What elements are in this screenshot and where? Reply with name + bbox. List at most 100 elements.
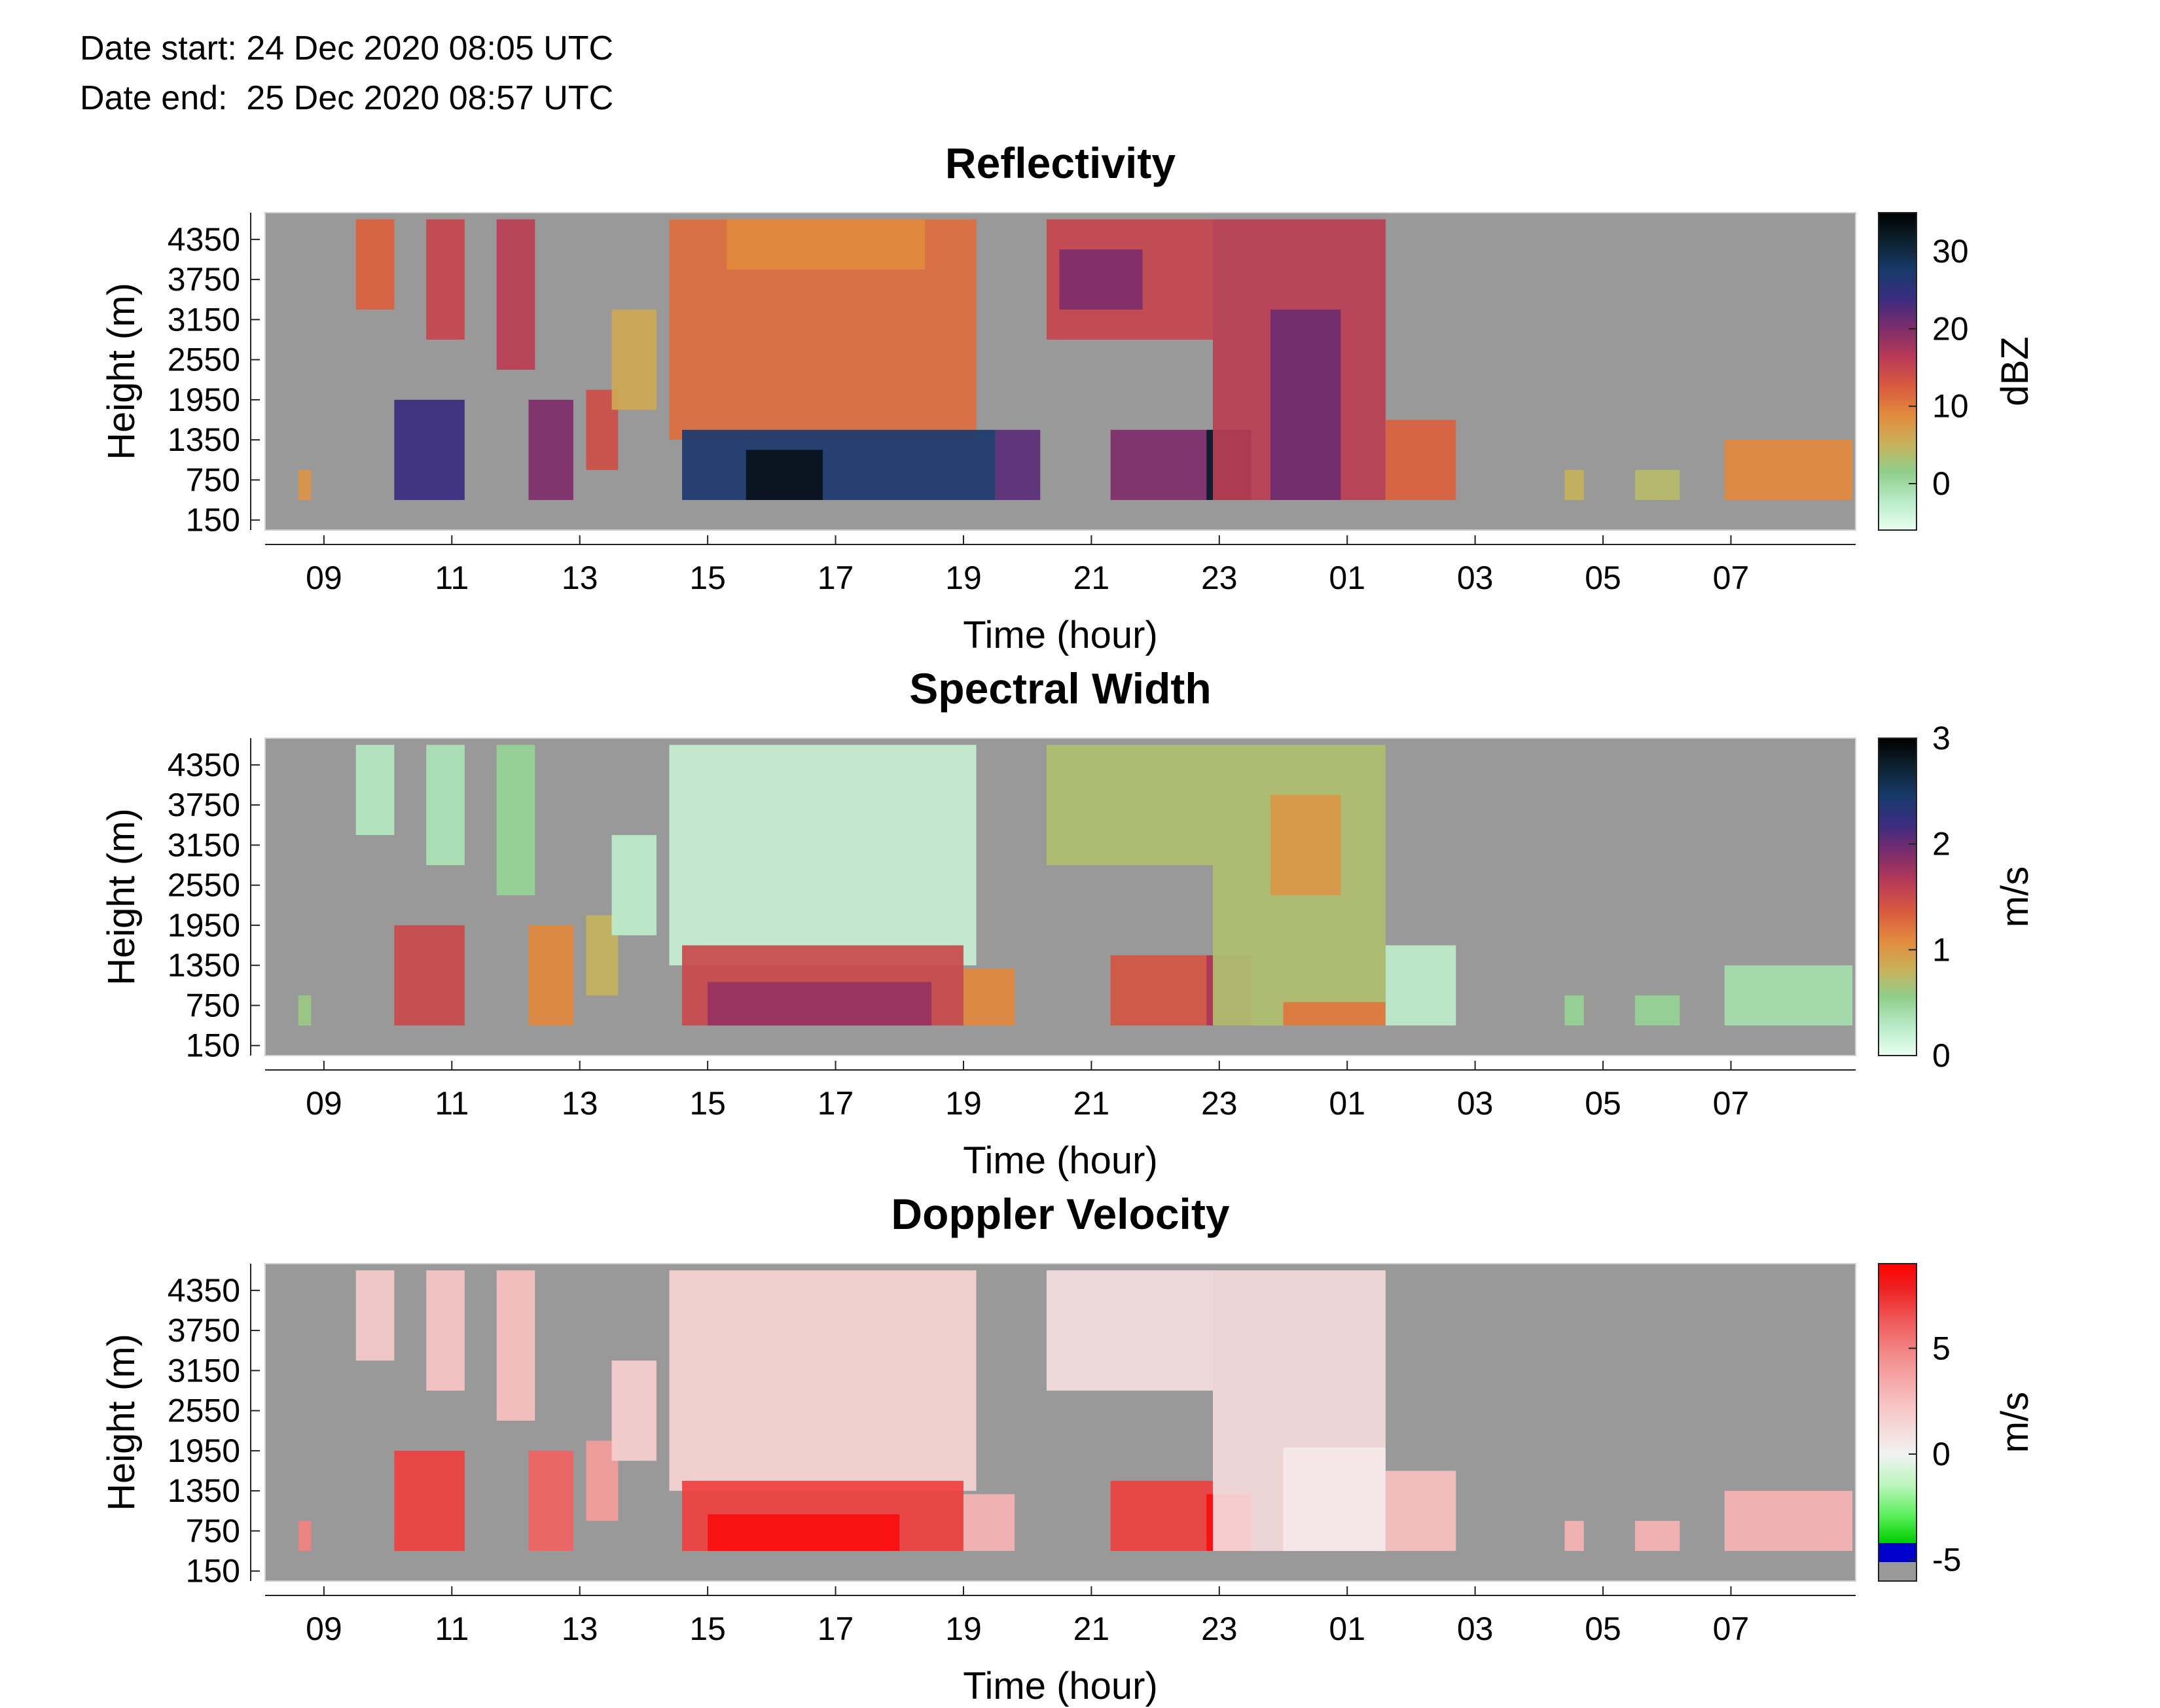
echo-cell [1724, 1491, 1853, 1552]
x-axis-label: Time (hour) [963, 614, 1158, 656]
colorbar-tick-label: 0 [1932, 1037, 1951, 1074]
y-tick-label: 150 [186, 1553, 240, 1590]
x-tick-label: 03 [1457, 560, 1494, 596]
echo-cell [426, 219, 465, 340]
echo-cell [727, 219, 926, 270]
y-tick-label: 2550 [168, 1393, 240, 1429]
y-axis-label: Height (m) [100, 1334, 143, 1511]
colorbar-tick-label: 2 [1932, 826, 1951, 863]
echo-cell [963, 969, 1015, 1026]
colorbar-tick-label: 0 [1932, 465, 1951, 502]
y-tick-label: 1950 [168, 1432, 240, 1469]
echo-cell [298, 995, 312, 1026]
echo-cell [995, 429, 1041, 501]
echo-cell [1724, 440, 1853, 501]
x-tick-label: 17 [818, 1085, 854, 1122]
x-tick-label: 03 [1457, 1085, 1494, 1122]
date-header: Date start: 24 Dec 2020 08:05 UTC Date e… [80, 24, 613, 123]
panel-title: Reflectivity [945, 139, 1176, 187]
x-tick-label: 01 [1329, 560, 1365, 596]
echo-cell [1110, 955, 1214, 1026]
date-start: Date start: 24 Dec 2020 08:05 UTC [80, 29, 614, 67]
plot-frame [264, 1263, 1856, 1582]
x-tick-label: 09 [306, 1610, 342, 1647]
x-tick-label: 17 [818, 1610, 854, 1647]
y-tick-label: 750 [186, 1512, 240, 1549]
y-tick-label: 150 [186, 1027, 240, 1064]
plot-frame [264, 212, 1856, 531]
echo-cell [394, 925, 465, 1026]
x-tick-label: 21 [1073, 1610, 1110, 1647]
echo-cell [355, 745, 395, 836]
y-tick-label: 3150 [168, 827, 240, 863]
x-tick-label: 13 [562, 1610, 598, 1647]
colorbar-tick-label: -5 [1932, 1542, 1961, 1578]
x-tick-label: 13 [562, 560, 598, 596]
echo-cell [1634, 1521, 1680, 1552]
echo-cell [682, 429, 996, 501]
echo-cell [496, 745, 535, 895]
x-tick-label: 15 [689, 1085, 726, 1122]
panel-title: Spectral Width [909, 664, 1211, 713]
echo-cell [1270, 794, 1341, 895]
y-tick-label: 4350 [168, 221, 240, 258]
echo-cell [708, 982, 932, 1026]
echo-cell [394, 1450, 465, 1552]
echo-cell [528, 925, 573, 1026]
echo-cell [1564, 995, 1584, 1026]
x-tick-label: 23 [1201, 560, 1238, 596]
x-tick-label: 23 [1201, 1610, 1238, 1647]
colorbar-tick-label: 5 [1932, 1330, 1951, 1366]
colorbar-tick-label: 1 [1932, 931, 1951, 968]
y-tick-label: 4350 [168, 1272, 240, 1309]
echo-cell [426, 1270, 465, 1391]
echo-cell [611, 835, 657, 936]
colorbar [1878, 212, 1917, 531]
x-tick-label: 17 [818, 560, 854, 596]
x-tick-label: 21 [1073, 560, 1110, 596]
echo-cell [298, 1521, 312, 1552]
echo-cell [1634, 995, 1680, 1026]
echo-cell [669, 745, 977, 966]
y-tick-label: 2550 [168, 342, 240, 378]
x-tick-label: 07 [1713, 1610, 1750, 1647]
y-tick-label: 3150 [168, 301, 240, 338]
echo-cell [1385, 1470, 1456, 1552]
x-tick-label: 03 [1457, 1610, 1494, 1647]
x-tick-label: 23 [1201, 1085, 1238, 1122]
x-axis-label: Time (hour) [963, 1665, 1158, 1707]
y-tick-label: 1350 [168, 1472, 240, 1509]
echo-cell [963, 1494, 1015, 1552]
x-tick-label: 05 [1585, 1085, 1621, 1122]
echo-cell [1046, 745, 1214, 865]
echo-cell [528, 399, 573, 501]
echo-cell [1724, 965, 1853, 1026]
colorbar-label: dBZ [1994, 336, 2036, 406]
colorbar-tick-label: 10 [1932, 388, 1969, 425]
echo-cell [1059, 249, 1143, 310]
echo-cell [669, 1270, 977, 1491]
colorbar-tick-label: 30 [1932, 233, 1969, 270]
x-tick-label: 11 [435, 560, 469, 596]
echo-cell [1270, 310, 1341, 501]
x-axis-label: Time (hour) [963, 1139, 1158, 1182]
echo-cell [1634, 470, 1680, 501]
echo-cell [1385, 945, 1456, 1026]
x-tick-label: 19 [945, 560, 982, 596]
x-tick-label: 13 [562, 1085, 598, 1122]
x-tick-label: 11 [435, 1610, 469, 1647]
y-tick-label: 1950 [168, 382, 240, 418]
x-tick-label: 11 [435, 1085, 469, 1122]
y-tick-label: 3750 [168, 787, 240, 823]
x-tick-label: 09 [306, 560, 342, 596]
echo-cell [1385, 419, 1456, 501]
echo-cell [394, 399, 465, 501]
colorbar [1878, 738, 1917, 1056]
echo-cell [528, 1450, 573, 1552]
echo-cell [496, 1270, 535, 1421]
y-axis-label: Height (m) [100, 808, 143, 986]
panel-title: Doppler Velocity [891, 1190, 1229, 1238]
